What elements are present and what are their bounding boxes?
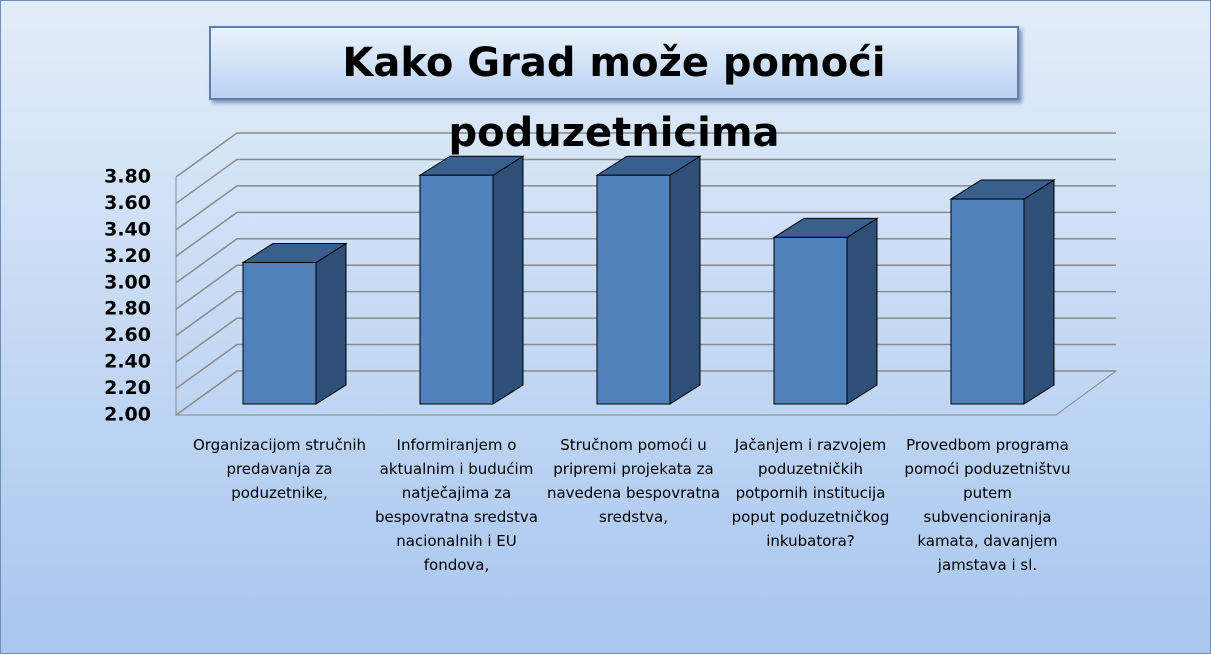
- bar: [418, 155, 525, 405]
- bar-front: [242, 262, 317, 405]
- x-tick-label: Stručnom pomoći u pripremi projekata za …: [546, 436, 721, 526]
- y-tick-label: 2.00: [104, 404, 151, 426]
- y-tick-label: 2.80: [104, 298, 151, 320]
- bar-front: [773, 236, 848, 405]
- bar-side: [315, 242, 347, 405]
- chart-title: Kako Grad može pomoći poduzetnicima: [209, 26, 1019, 156]
- y-tick-label: 3.60: [104, 192, 151, 214]
- x-tick-label: Organizacijom stručnih predavanja za pod…: [192, 436, 367, 502]
- bar: [949, 179, 1056, 405]
- y-tick-label: 3.00: [104, 271, 151, 293]
- bar: [595, 155, 702, 405]
- bar-front: [419, 174, 494, 405]
- grid-line: [175, 211, 1116, 257]
- y-tick-label: 3.40: [104, 218, 151, 240]
- bar-side: [669, 155, 701, 405]
- bar-side: [846, 217, 878, 405]
- grid-line: [175, 158, 1116, 205]
- y-tick-label: 2.20: [104, 377, 151, 399]
- y-tick-label: 3.80: [104, 166, 151, 188]
- bar: [241, 242, 348, 405]
- x-tick-label: Provedbom programa pomoći poduzetništvu …: [904, 436, 1071, 574]
- y-tick-label: 3.20: [104, 245, 151, 267]
- y-tick-label: 2.60: [104, 324, 151, 346]
- bar-side: [492, 155, 524, 405]
- bar-side: [1023, 179, 1055, 405]
- bar-front: [950, 198, 1025, 405]
- bar: [772, 217, 879, 405]
- grid-line: [175, 132, 1116, 178]
- y-tick-label: 2.40: [104, 351, 151, 373]
- x-tick-label: Informiranjem o aktualnim i budućim natj…: [374, 436, 538, 574]
- grid-line: [175, 185, 1116, 231]
- bar-front: [596, 174, 671, 405]
- x-tick-label: Jačanjem i razvojem poduzetničkih potpor…: [731, 436, 890, 550]
